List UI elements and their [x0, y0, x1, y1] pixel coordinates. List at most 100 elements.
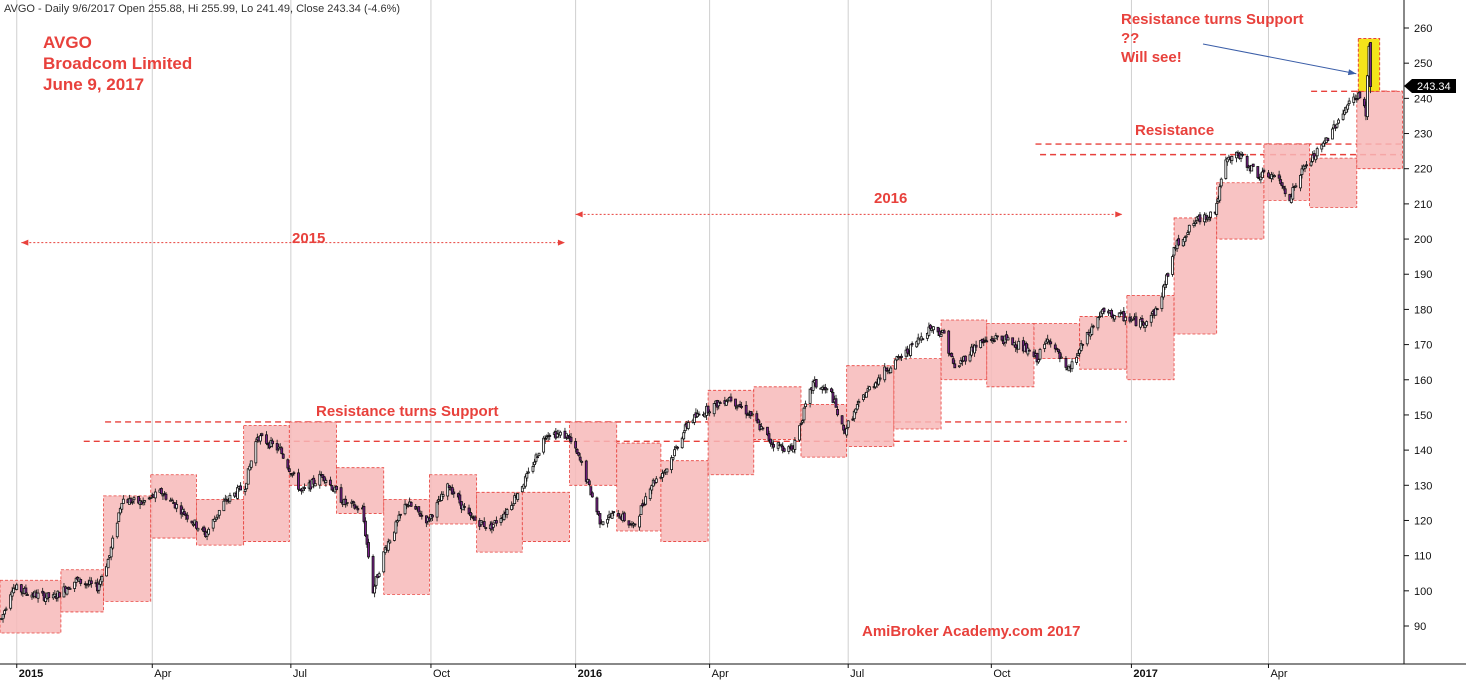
candle-down [822, 388, 826, 391]
candle-down [469, 512, 472, 517]
candle-up [1314, 155, 1318, 161]
candle-up [1239, 154, 1243, 159]
candle-up [1347, 100, 1351, 104]
candle-down [842, 424, 846, 431]
candle-down [356, 508, 360, 511]
candle-down [781, 445, 785, 451]
candle-down [292, 472, 296, 475]
candle-down [190, 520, 194, 524]
candles-layer [0, 42, 1372, 623]
candle-up [4, 608, 8, 611]
candle-up [1070, 361, 1074, 370]
candle-down [1198, 214, 1202, 223]
candle-up [313, 483, 317, 487]
range-box [800, 403, 848, 458]
candle-down [1102, 307, 1106, 313]
candle-down [622, 512, 626, 522]
candle-up [377, 573, 381, 577]
last-price-label: 243.34 [1417, 81, 1451, 93]
year-range-arrow-head-right [1115, 211, 1123, 218]
candle-up [665, 468, 669, 473]
candle-up [383, 547, 387, 554]
candle-up [211, 519, 215, 529]
candle-up [915, 341, 919, 348]
candle-down [482, 521, 486, 528]
candle-up [196, 527, 200, 531]
candle-up [246, 468, 250, 485]
y-tick-label: 210 [1414, 199, 1432, 211]
candle-up [1145, 321, 1149, 326]
candle-up [1098, 316, 1101, 318]
candle-up [555, 433, 559, 438]
candle-down [447, 485, 451, 489]
candle-down [1177, 238, 1181, 246]
candle-up [74, 577, 78, 583]
candle-down [362, 506, 366, 522]
range-box [336, 467, 385, 514]
candle-up [661, 472, 664, 478]
candle-down [1363, 98, 1366, 107]
candle-down [1091, 325, 1095, 328]
candle-down [321, 474, 325, 479]
candle-up [36, 592, 40, 599]
candle-down [840, 415, 844, 425]
candle-up [648, 488, 652, 499]
candle-down [409, 501, 413, 507]
candle-up [511, 503, 515, 506]
candle-down [467, 507, 471, 515]
candle-up [1215, 202, 1219, 215]
candle-up [692, 414, 696, 423]
candle-up [650, 485, 654, 491]
candle-down [57, 592, 61, 598]
candle-up [865, 391, 868, 398]
range-box [893, 358, 942, 430]
candle-up [846, 420, 850, 428]
candle-down [1058, 352, 1062, 359]
candle-up [121, 498, 125, 504]
candle-down [799, 423, 803, 425]
candle-up [1230, 156, 1234, 161]
candle-down [1283, 188, 1287, 195]
candle-up [217, 509, 221, 516]
candle-up [1303, 166, 1307, 169]
candle-up [682, 432, 686, 440]
candle-up [105, 566, 108, 577]
candle-up [117, 512, 121, 522]
candle-up [318, 473, 322, 486]
year-range-arrow-head-right [557, 239, 565, 246]
candle-down [782, 448, 786, 452]
candle-up [222, 500, 226, 512]
candle-down [160, 488, 163, 495]
candle-up [787, 446, 791, 452]
range-box [383, 498, 430, 595]
candle-down [1280, 182, 1284, 187]
range-box [1216, 182, 1265, 240]
candle-up [893, 359, 897, 370]
candle-down [1035, 353, 1039, 363]
candle-up [779, 444, 783, 447]
candle-up [854, 408, 858, 414]
y-tick-label: 150 [1414, 410, 1432, 422]
candle-down [185, 514, 189, 520]
candle-up [207, 528, 211, 535]
candle-up [680, 437, 684, 449]
candle-down [364, 520, 367, 537]
candle-up [248, 465, 252, 471]
candle-up [1346, 104, 1350, 110]
candle-up [874, 382, 877, 388]
candle-up [927, 326, 931, 336]
candle-up [791, 448, 795, 453]
candle-down [1251, 163, 1255, 167]
candle-up [889, 367, 893, 374]
candle-up [527, 471, 530, 474]
candle-down [367, 542, 370, 558]
candle-down [1047, 340, 1051, 343]
candle-down [287, 468, 291, 472]
candle-down [536, 456, 539, 459]
annotation-resistance-turns-support-mid: Resistance turns Support [316, 403, 499, 420]
x-tick-label: Apr [1270, 668, 1287, 680]
candle-up [1294, 185, 1298, 188]
candle-up [1123, 316, 1127, 322]
candle-up [580, 460, 584, 463]
